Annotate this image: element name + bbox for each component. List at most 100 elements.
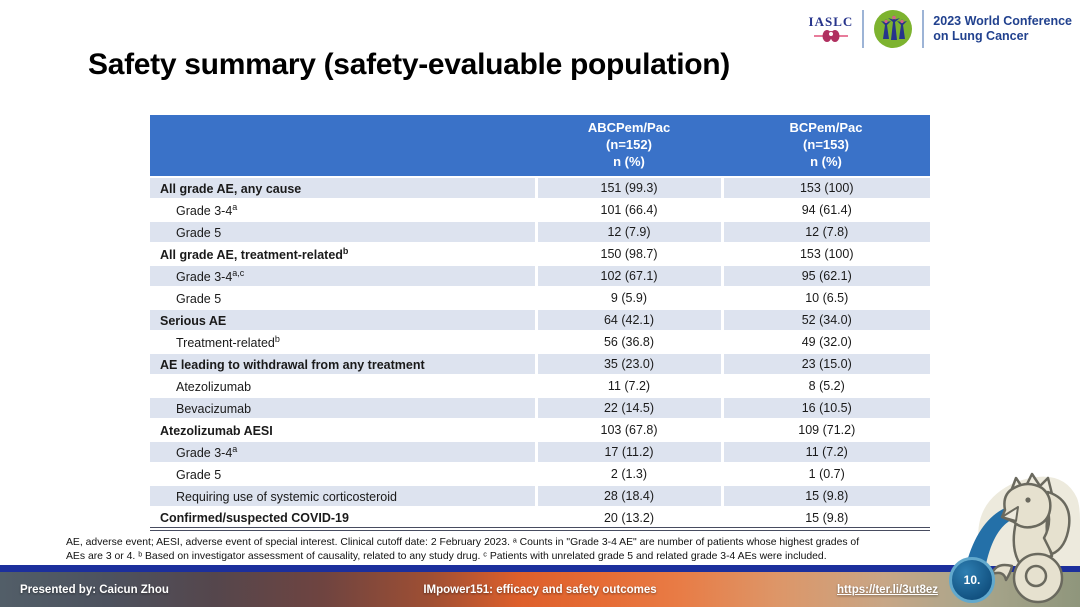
row-label-text: Atezolizumab: [176, 380, 252, 395]
row-label: Grade 5: [150, 286, 536, 309]
row-label: Bevacizumab: [150, 396, 536, 419]
row-label-text: Grade 5: [176, 226, 222, 241]
row-label-text: Confirmed/suspected COVID-19: [160, 511, 349, 526]
row-value-col2: 49 (32.0): [720, 330, 930, 353]
footnote-line2: AEs are 3 or 4. ᵇ Based on investigator …: [66, 551, 827, 563]
row-value-col1: 150 (98.7): [534, 242, 722, 265]
row-label-sup: a: [232, 201, 238, 212]
conference-name: 2023 World Conference on Lung Cancer: [933, 14, 1072, 44]
row-value-col2: 12 (7.8): [720, 220, 930, 243]
row-label: Atezolizumab AESI: [150, 418, 536, 441]
row-value-col2: 52 (34.0): [720, 308, 930, 331]
row-value-col1: 11 (7.2): [534, 374, 722, 397]
footer-link[interactable]: https://ter.li/3ut8ez: [837, 583, 938, 596]
row-label: Grade 3-4a,c: [150, 264, 536, 287]
row-value-col2: 109 (71.2): [720, 418, 930, 441]
iaslc-logo: IASLC: [809, 15, 854, 44]
row-label: Serious AE: [150, 308, 536, 331]
footer-accent-line: [0, 565, 1080, 572]
row-value-col1: 17 (11.2): [534, 440, 722, 463]
table-row: Confirmed/suspected COVID-19 20 (13.2) 1…: [150, 506, 930, 529]
row-label-text: Atezolizumab AESI: [160, 424, 273, 439]
row-value-col2: 23 (15.0): [720, 352, 930, 375]
table-row: Treatment-relatedb 56 (36.8) 49 (32.0): [150, 330, 930, 353]
row-label-sup: b: [274, 333, 280, 344]
table-row: Atezolizumab AESI 103 (67.8) 109 (71.2): [150, 418, 930, 441]
row-value-col1: 20 (13.2): [534, 506, 722, 529]
table-row: All grade AE, treatment-relatedb 150 (98…: [150, 242, 930, 265]
water-spout: [968, 508, 1013, 564]
table-row: Atezolizumab 11 (7.2) 8 (5.2): [150, 374, 930, 397]
row-label-text: Grade 3-4: [176, 446, 233, 461]
table-row: Requiring use of systemic corticosteroid…: [150, 484, 930, 507]
row-value-col1: 22 (14.5): [534, 396, 722, 419]
col2-unit: n (%): [810, 153, 842, 169]
row-label-text: Grade 5: [176, 468, 222, 483]
row-label: Grade 5: [150, 462, 536, 485]
footnote-line1: AE, adverse event; AESI, adverse event o…: [66, 537, 860, 548]
table-row: AE leading to withdrawal from any treatm…: [150, 352, 930, 375]
table-row: Serious AE 64 (42.1) 52 (34.0): [150, 308, 930, 331]
row-value-col1: 2 (1.3): [534, 462, 722, 485]
row-value-col1: 101 (66.4): [534, 198, 722, 221]
row-label-text: All grade AE, any cause: [160, 182, 302, 197]
row-value-col2: 95 (62.1): [720, 264, 930, 287]
row-value-col1: 9 (5.9): [534, 286, 722, 309]
row-label: Confirmed/suspected COVID-19: [150, 506, 536, 529]
safety-summary-table: ABCPem/Pac (n=152) n (%) BCPem/Pac (n=15…: [150, 115, 930, 531]
row-value-col2: 10 (6.5): [720, 286, 930, 309]
row-label-text: All grade AE, treatment-related: [160, 248, 343, 263]
page-title: Safety summary (safety-evaluable populat…: [88, 48, 730, 81]
row-label-sup: a,c: [232, 267, 245, 278]
row-value-col1: 28 (18.4): [534, 484, 722, 507]
row-label: Atezolizumab: [150, 374, 536, 397]
row-value-col2: 11 (7.2): [720, 440, 930, 463]
row-value-col2: 153 (100): [720, 242, 930, 265]
table-row: Grade 3-4a,c 102 (67.1) 95 (62.1): [150, 264, 930, 287]
row-value-col2: 1 (0.7): [720, 462, 930, 485]
row-value-col1: 56 (36.8): [534, 330, 722, 353]
col2-name: BCPem/Pac: [789, 120, 863, 136]
logo-divider: [862, 10, 865, 48]
row-value-col2: 15 (9.8): [720, 506, 930, 529]
header-abcpempac: ABCPem/Pac (n=152) n (%): [536, 115, 722, 177]
row-value-col2: 16 (10.5): [720, 396, 930, 419]
merlion-graphic: [968, 472, 1080, 604]
row-label: Requiring use of systemic corticosteroid: [150, 484, 536, 507]
footnote: AE, adverse event; AESI, adverse event o…: [66, 536, 859, 565]
col1-n: (n=152): [606, 137, 652, 153]
page-number-badge: 10.: [949, 557, 995, 603]
row-label: All grade AE, any cause: [150, 176, 536, 199]
col1-unit: n (%): [613, 153, 645, 169]
header-bcpempac: BCPem/Pac (n=153) n (%): [722, 115, 930, 177]
row-value-col2: 8 (5.2): [720, 374, 930, 397]
row-label: All grade AE, treatment-relatedb: [150, 242, 536, 265]
conference-name-line2: on Lung Cancer: [933, 29, 1029, 43]
conference-name-line1: 2023 World Conference: [933, 14, 1072, 28]
row-value-col2: 153 (100): [720, 176, 930, 199]
logo-divider: [922, 10, 925, 48]
row-label-text: Treatment-related: [176, 336, 275, 351]
row-value-col1: 12 (7.9): [534, 220, 722, 243]
table-header-row: ABCPem/Pac (n=152) n (%) BCPem/Pac (n=15…: [150, 115, 930, 177]
row-label-text: Serious AE: [160, 314, 227, 329]
row-label: Grade 5: [150, 220, 536, 243]
lungs-ribbon-icon: [813, 29, 848, 42]
merlion-body: [990, 472, 1071, 604]
row-label-text: AE leading to withdrawal from any treatm…: [160, 358, 425, 373]
row-label-sup: a: [232, 443, 238, 454]
table-row: Grade 5 2 (1.3) 1 (0.7): [150, 462, 930, 485]
col2-n: (n=153): [803, 137, 849, 153]
row-label: Grade 3-4a: [150, 198, 536, 221]
merlion-eye: [1025, 497, 1031, 503]
row-value-col1: 35 (23.0): [534, 352, 722, 375]
row-value-col2: 15 (9.8): [720, 484, 930, 507]
table-row: Grade 5 12 (7.9) 12 (7.8): [150, 220, 930, 243]
row-label: Treatment-relatedb: [150, 330, 536, 353]
col1-name: ABCPem/Pac: [587, 120, 671, 136]
row-label-text: Bevacizumab: [176, 402, 252, 417]
footer-bar: IMpower151: efficacy and safety outcomes…: [0, 572, 1080, 607]
footer-study-title: IMpower151: efficacy and safety outcomes: [423, 583, 657, 596]
table-row: All grade AE, any cause 151 (99.3) 153 (…: [150, 176, 930, 199]
row-value-col1: 102 (67.1): [534, 264, 722, 287]
